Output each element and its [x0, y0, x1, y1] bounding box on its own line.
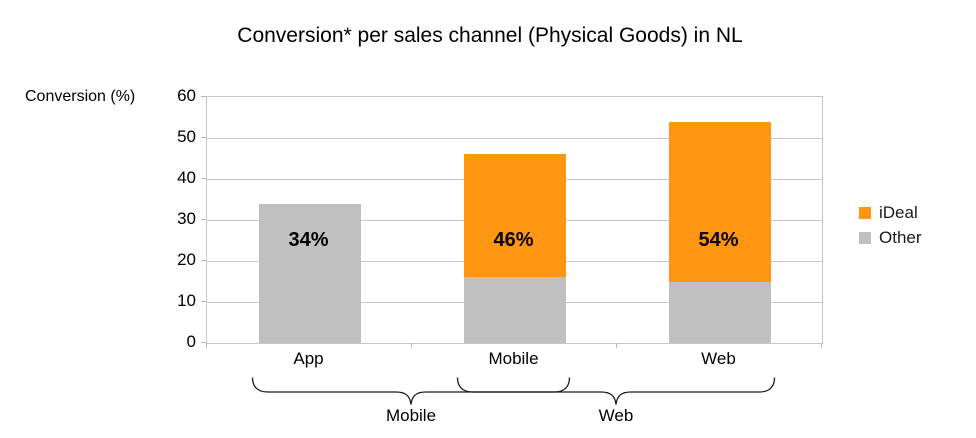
- y-axis-tick: [201, 96, 206, 97]
- y-tick-label: 50: [177, 127, 196, 146]
- bar-segment-other-app: [258, 203, 361, 343]
- y-tick-label: 60: [177, 86, 196, 105]
- y-axis-tick: [201, 260, 206, 261]
- x-category-label: App: [293, 349, 324, 368]
- y-tick-label: 40: [177, 168, 196, 187]
- bar-segment-ideal-mobile: [463, 154, 566, 278]
- bar-total-label: 46%: [493, 229, 534, 251]
- y-tick-label: 20: [177, 250, 196, 269]
- legend-swatch-ideal: [859, 206, 871, 219]
- group-brace-label-web: Web: [598, 406, 634, 425]
- y-axis-tick: [201, 178, 206, 179]
- bar-segment-other-mobile: [463, 277, 566, 343]
- bar-total-label: 54%: [698, 229, 739, 251]
- x-category-label: Web: [701, 349, 736, 368]
- legend-swatch-other: [859, 231, 871, 244]
- bar-segment-ideal-web: [668, 121, 771, 282]
- legend-item-ideal: iDeal: [859, 200, 922, 225]
- chart-title: Conversion* per sales channel (Physical …: [237, 24, 743, 47]
- legend-label-ideal: iDeal: [879, 202, 918, 222]
- bar-segment-other-web: [668, 281, 771, 343]
- legend-item-other: Other: [859, 225, 922, 250]
- y-axis-tick: [201, 342, 206, 343]
- y-axis-tick: [201, 137, 206, 138]
- x-axis-tick: [206, 343, 207, 348]
- y-tick-label: 10: [177, 291, 196, 310]
- gridline: [207, 138, 822, 139]
- plot-area: [206, 96, 823, 344]
- legend-label-other: Other: [879, 227, 922, 247]
- y-axis-title: Conversion (%): [25, 88, 136, 105]
- bar-total-label: 34%: [288, 229, 329, 251]
- legend: iDeal Other: [859, 200, 922, 250]
- x-axis-tick: [411, 343, 412, 348]
- y-axis-tick: [201, 301, 206, 302]
- y-tick-label: 0: [186, 332, 196, 351]
- x-axis-tick: [821, 343, 822, 348]
- group-brace-label-mobile: Mobile: [385, 406, 437, 425]
- y-tick-label: 30: [177, 209, 196, 228]
- x-category-label: Mobile: [488, 349, 539, 368]
- group-brace-web: [456, 377, 776, 405]
- group-brace-mobile: [251, 377, 571, 405]
- x-axis-tick: [616, 343, 617, 348]
- y-axis-tick: [201, 219, 206, 220]
